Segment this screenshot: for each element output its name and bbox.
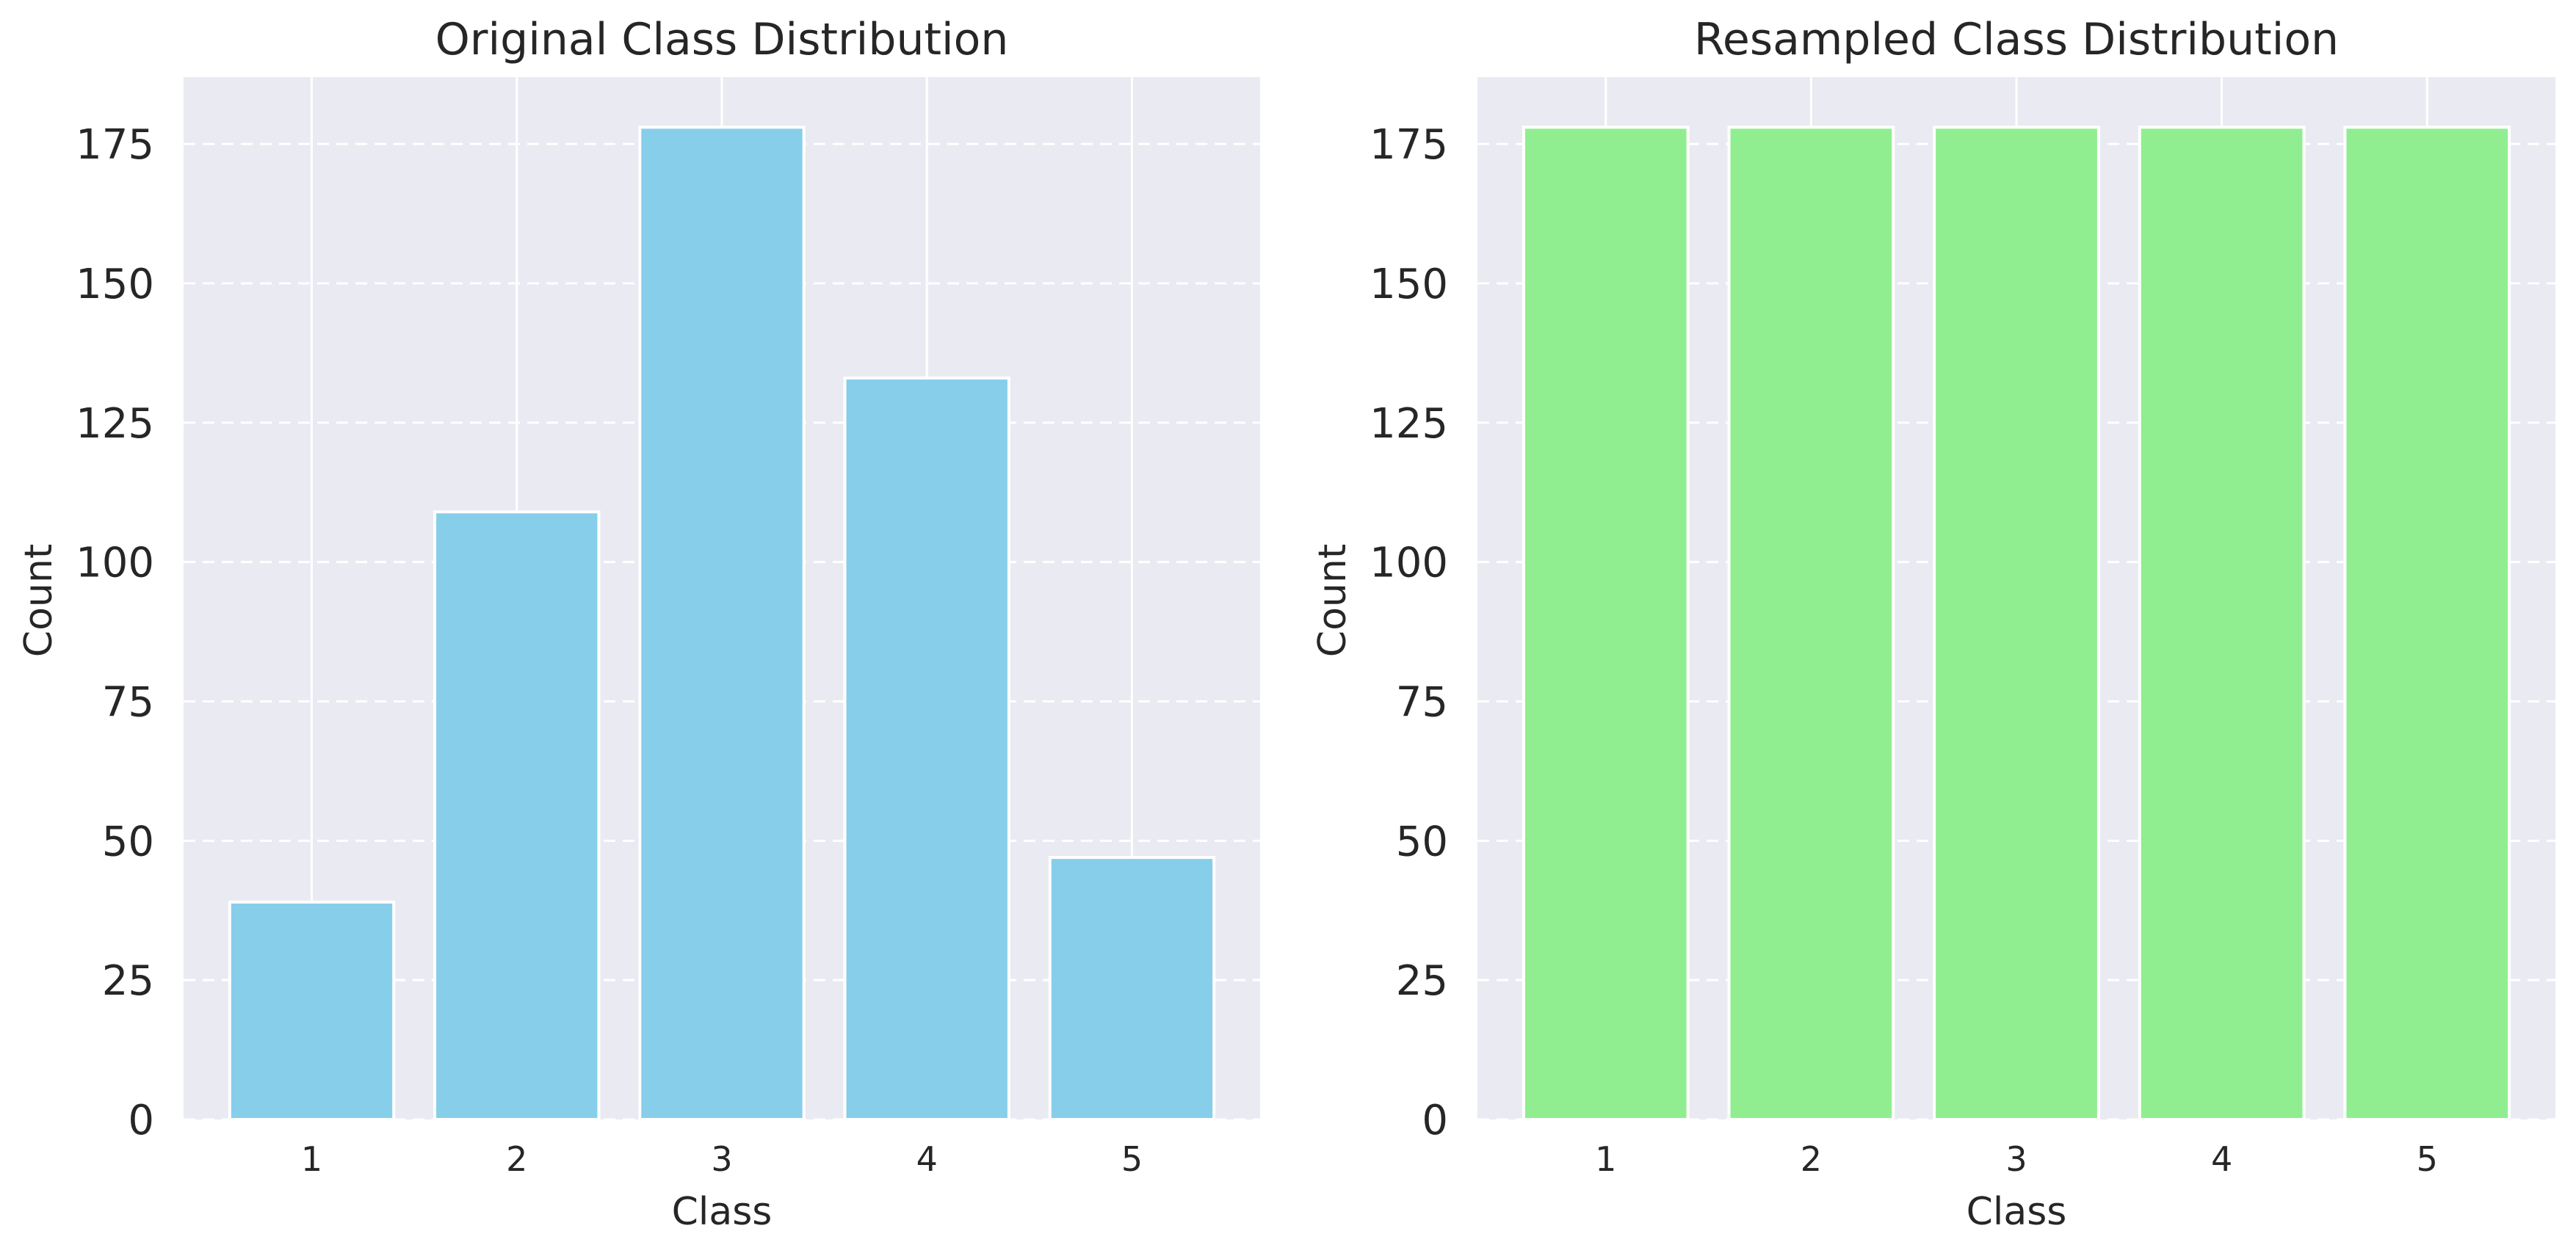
x-tick-label: 1 xyxy=(1595,1139,1616,1179)
y-axis-label: Count xyxy=(1311,544,1355,657)
panel-title: Original Class Distribution xyxy=(435,14,1009,65)
y-tick-label: 0 xyxy=(128,1097,154,1144)
y-tick-label: 0 xyxy=(1422,1097,1448,1144)
x-tick-label: 2 xyxy=(1801,1139,1822,1179)
x-tick-label: 2 xyxy=(506,1139,527,1179)
y-tick-label: 150 xyxy=(76,261,154,308)
bar-class-3 xyxy=(1933,126,2100,1121)
y-tick-label: 50 xyxy=(1396,818,1448,865)
bar-class-1 xyxy=(1522,126,1690,1121)
x-tick-label: 1 xyxy=(301,1139,322,1179)
y-tick-label: 175 xyxy=(1370,121,1448,169)
bar-class-2 xyxy=(1727,126,1895,1121)
bar-class-1 xyxy=(228,900,396,1121)
y-tick-label: 125 xyxy=(76,400,154,448)
y-tick-label: 75 xyxy=(102,678,154,726)
y-tick-label: 25 xyxy=(1396,957,1448,1005)
y-tick-label: 50 xyxy=(102,818,154,865)
y-tick-label: 100 xyxy=(1370,540,1448,587)
x-tick-label: 3 xyxy=(2005,1139,2027,1179)
bar-class-5 xyxy=(1048,856,1216,1121)
x-tick-label: 3 xyxy=(711,1139,732,1179)
x-tick-label: 4 xyxy=(2211,1139,2232,1179)
bar-class-3 xyxy=(638,126,806,1121)
y-tick-label: 125 xyxy=(1370,400,1448,448)
y-tick-label: 75 xyxy=(1396,678,1448,726)
x-tick-label: 5 xyxy=(2417,1139,2438,1179)
y-tick-label: 100 xyxy=(76,540,154,587)
y-tick-label: 150 xyxy=(1370,261,1448,308)
bar-class-4 xyxy=(2138,126,2306,1121)
x-axis-label: Class xyxy=(672,1190,773,1234)
bar-class-5 xyxy=(2343,126,2511,1121)
bar-class-2 xyxy=(433,510,601,1121)
y-tick-label: 25 xyxy=(102,957,154,1005)
x-tick-label: 4 xyxy=(916,1139,938,1179)
y-axis-label: Count xyxy=(17,544,61,657)
original-distribution-panel: Original Class Distribution Count Class … xyxy=(17,14,1260,1234)
panel-title: Resampled Class Distribution xyxy=(1694,14,2339,65)
x-tick-label: 5 xyxy=(1121,1139,1143,1179)
bar-class-4 xyxy=(843,377,1010,1121)
x-axis-label: Class xyxy=(1967,1190,2067,1234)
resampled-distribution-panel: Resampled Class Distribution Count Class… xyxy=(1311,14,2555,1234)
y-tick-label: 175 xyxy=(76,121,154,169)
